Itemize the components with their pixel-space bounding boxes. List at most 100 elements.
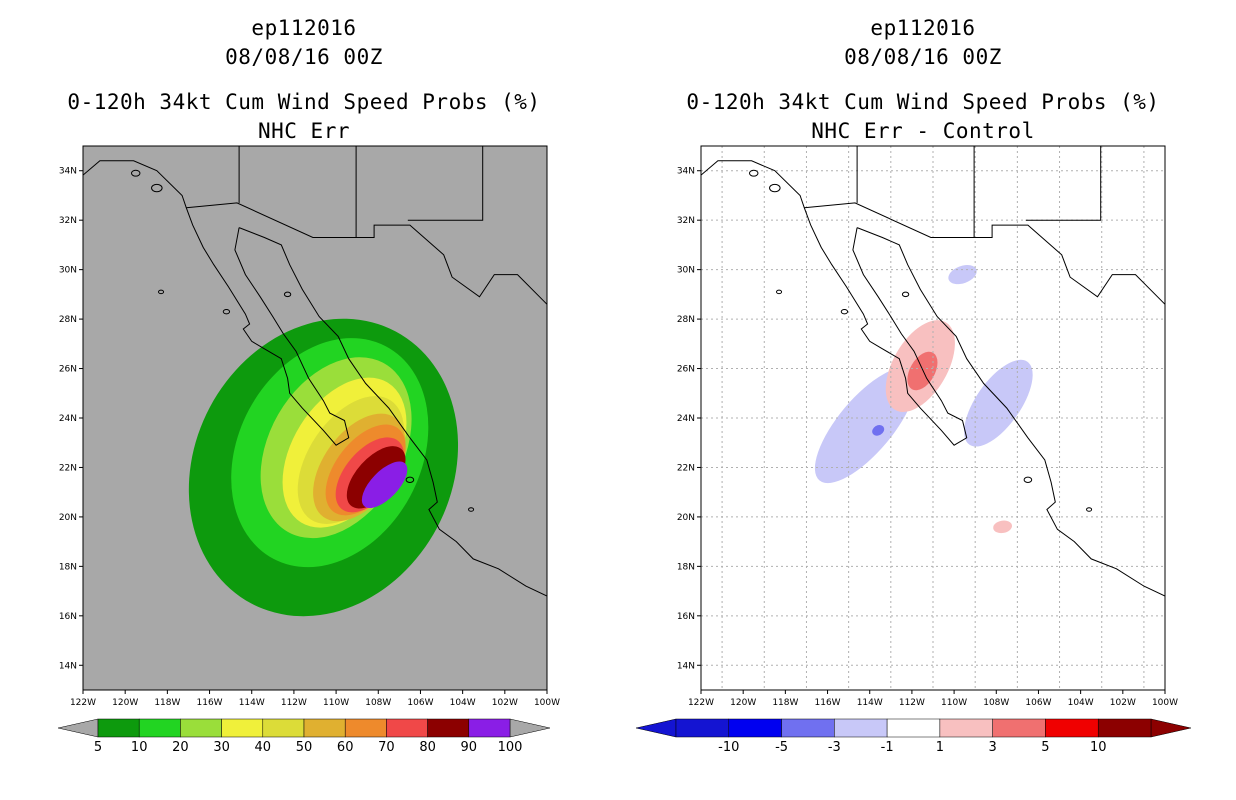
plot-area — [83, 146, 547, 617]
island — [1086, 507, 1093, 512]
colorbar-under-triangle — [635, 718, 677, 738]
colorbar-swatch — [675, 718, 730, 738]
x-tick-label: 102W — [492, 698, 518, 708]
y-tick-label: 14N — [677, 661, 695, 671]
colorbar-label: 1 — [936, 740, 944, 755]
storm-id-title: ep112016 — [870, 16, 976, 40]
contour-level-1 — [993, 520, 1013, 534]
y-tick-label: 16N — [677, 612, 695, 622]
x-tick-label: 106W — [1025, 698, 1051, 708]
y-tick-label: 30N — [677, 266, 695, 276]
probability-map: 122W 120W 118W 116W 114W 112W 110W 108W 106W 104W… — [57, 145, 560, 755]
plot-area — [701, 146, 1165, 690]
colorbar-label: 50 — [296, 740, 313, 755]
contour-level-neg5 — [872, 425, 885, 436]
colorbar-label: -1 — [881, 740, 894, 755]
island — [151, 183, 163, 193]
colorbar-under-triangle — [57, 718, 99, 738]
contour-level-neg3 — [948, 265, 977, 285]
colorbar-label: 80 — [419, 740, 436, 755]
init-time-title: 08/08/16 00Z — [225, 45, 383, 69]
colorbar-swatch — [262, 718, 305, 738]
contour-level-90 — [361, 461, 408, 509]
x-tick-label: 118W — [154, 698, 180, 708]
colorbar-swatch — [781, 718, 835, 738]
x-tick-label: 120W — [112, 698, 138, 708]
field-title: 0-120h 34kt Cum Wind Speed Probs (%) — [67, 90, 541, 114]
y-tick-label: 24N — [59, 414, 77, 424]
y-tick-label: 30N — [59, 266, 77, 276]
colorbar-label: 5 — [94, 740, 102, 755]
y-tick-label: 22N — [59, 463, 77, 473]
colorbar-swatch — [303, 718, 346, 738]
y-tick-label: 14N — [59, 661, 77, 671]
colorbar-swatch — [992, 718, 1046, 738]
colorbar-swatch — [221, 718, 264, 738]
colorbar-swatch — [886, 718, 941, 738]
colorbar-label: 10 — [131, 740, 148, 755]
x-tick-label: 102W — [1110, 698, 1136, 708]
colorbar-label: 30 — [213, 740, 230, 755]
colorbar-swatch — [1045, 718, 1099, 738]
international-border — [186, 202, 547, 305]
baja-coastline — [83, 160, 350, 446]
y-tick-label: 34N — [677, 167, 695, 177]
storm-id-title: ep112016 — [251, 16, 357, 40]
x-tick-label: 118W — [772, 698, 798, 708]
island — [158, 289, 165, 295]
y-tick-label: 20N — [677, 513, 695, 523]
x-tick-label: 104W — [1068, 698, 1094, 708]
island — [776, 289, 783, 295]
x-tick-label: 112W — [899, 698, 925, 708]
x-tick-label: 108W — [983, 698, 1009, 708]
island — [468, 507, 475, 512]
colorbar-swatch — [1097, 718, 1152, 738]
y-tick-label: 20N — [59, 513, 77, 523]
y-tick-label: 26N — [59, 365, 77, 375]
colorbar-label: -10 — [718, 740, 739, 755]
colorbar-swatch — [180, 718, 222, 738]
y-tick-label: 34N — [59, 167, 77, 177]
colorbar-swatch — [728, 718, 782, 738]
y-tick-label: 32N — [677, 216, 695, 226]
colorbar-swatch — [386, 718, 428, 738]
x-tick-label: 108W — [365, 698, 391, 708]
field-subtitle: NHC Err — [257, 119, 350, 143]
colorbar-label: 70 — [378, 740, 395, 755]
colorbar-label: 5 — [1041, 740, 1049, 755]
x-tick-label: 122W — [688, 698, 714, 708]
colorbar-swatch — [427, 718, 470, 738]
colorbar-swatch — [97, 718, 140, 738]
colorbar-swatch — [344, 718, 387, 738]
island — [131, 169, 141, 177]
colorbar-label: 60 — [337, 740, 354, 755]
y-tick-label: 32N — [59, 216, 77, 226]
state-border — [1025, 146, 1102, 221]
x-tick-label: 116W — [815, 698, 841, 708]
y-tick-label: 26N — [677, 365, 695, 375]
y-tick-label: 22N — [677, 463, 695, 473]
probability-panel: ep112016 08/08/16 00Z 0-120h 34kt Cum Wi… — [57, 16, 560, 755]
colorbar-label: 3 — [989, 740, 997, 755]
island — [222, 308, 231, 315]
y-tick-label: 18N — [59, 562, 77, 572]
colorbar-label: 10 — [1090, 740, 1107, 755]
contour-level-3 — [907, 351, 938, 391]
x-tick-label: 114W — [239, 698, 265, 708]
colorbar-swatch — [834, 718, 888, 738]
colorbar-swatch — [939, 718, 993, 738]
y-tick-label: 18N — [677, 562, 695, 572]
x-tick-label: 100W — [534, 698, 560, 708]
y-tick-label: 16N — [59, 612, 77, 622]
colorbar-label: -3 — [828, 740, 841, 755]
colorbar-label: 100 — [498, 740, 523, 755]
x-tick-label: 100W — [1152, 698, 1178, 708]
difference-panel: ep112016 08/08/16 00Z 0-120h 34kt Cum Wi… — [618, 0, 1236, 800]
island — [769, 183, 781, 193]
colorbar-over-triangle — [509, 718, 551, 738]
y-tick-label: 28N — [59, 315, 77, 325]
x-tick-label: 104W — [450, 698, 476, 708]
colorbar-label: 40 — [255, 740, 272, 755]
x-tick-label: 110W — [941, 698, 967, 708]
colorbar-label: 20 — [172, 740, 189, 755]
